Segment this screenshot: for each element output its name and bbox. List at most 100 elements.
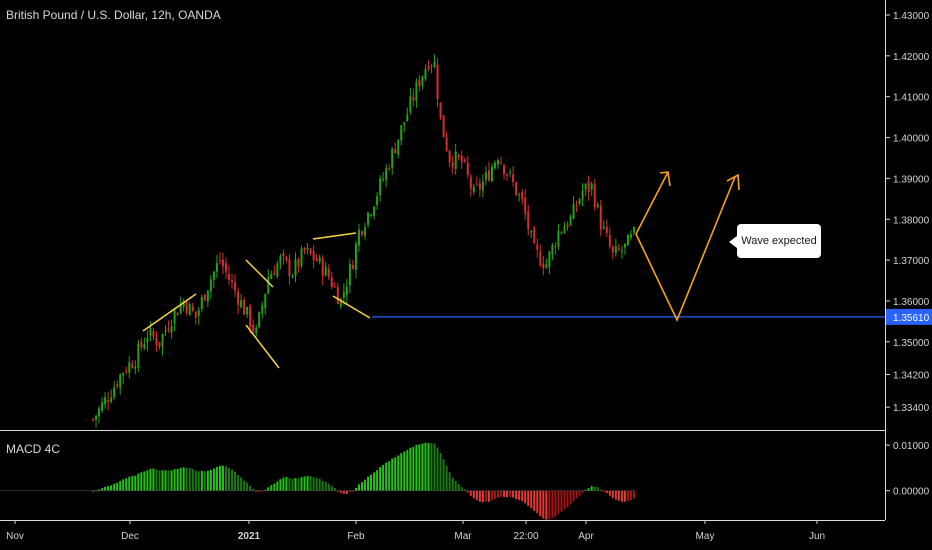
macd-bar bbox=[536, 490, 539, 514]
candle-body bbox=[224, 263, 227, 272]
macd-bar bbox=[503, 490, 506, 497]
candle-body bbox=[357, 229, 360, 246]
macd-bar bbox=[297, 478, 300, 491]
time-tick-label: Nov bbox=[6, 531, 24, 542]
candle-body bbox=[433, 61, 436, 68]
macd-bar bbox=[578, 490, 581, 496]
macd-bar bbox=[354, 487, 357, 491]
macd-tick-label: 0.00000 bbox=[893, 487, 930, 498]
macd-bar bbox=[409, 447, 412, 491]
macd-bar bbox=[128, 476, 131, 491]
candle-body bbox=[442, 115, 445, 138]
candle-body bbox=[509, 172, 512, 174]
candle-body bbox=[128, 362, 131, 373]
macd-bar bbox=[614, 490, 617, 500]
macd-bar bbox=[285, 476, 288, 491]
candle-body bbox=[578, 199, 581, 204]
macd-bar bbox=[554, 490, 557, 517]
candle-body bbox=[385, 168, 388, 180]
candle-body bbox=[140, 341, 143, 348]
macd-bar bbox=[364, 479, 367, 491]
macd-bar bbox=[92, 490, 94, 492]
macd-bar bbox=[149, 468, 152, 491]
macd-bar bbox=[460, 487, 463, 491]
macd-bar bbox=[469, 490, 472, 496]
time-tick-label: Apr bbox=[578, 531, 594, 542]
candle-body bbox=[228, 274, 231, 280]
candle-body bbox=[412, 97, 415, 101]
candle-body bbox=[409, 96, 412, 113]
candle-body bbox=[575, 205, 578, 207]
macd-bar bbox=[608, 490, 611, 496]
macd-bar bbox=[167, 470, 170, 491]
candle-body bbox=[294, 259, 297, 276]
candle-body bbox=[279, 255, 282, 264]
candle-body bbox=[542, 263, 545, 269]
macd-bar bbox=[451, 477, 454, 491]
candle-body bbox=[243, 299, 246, 315]
candle-body bbox=[623, 243, 626, 248]
price-tick-label: 1.41000 bbox=[893, 93, 930, 104]
candle-body bbox=[240, 300, 243, 308]
candle-body bbox=[602, 226, 605, 229]
candle-body bbox=[131, 364, 134, 368]
macd-bar bbox=[185, 468, 188, 491]
candle-body bbox=[212, 271, 215, 281]
macd-bar bbox=[584, 489, 587, 491]
macd-bar bbox=[273, 483, 276, 491]
candle-body bbox=[143, 344, 146, 349]
macd-bar bbox=[255, 490, 258, 492]
candle-body bbox=[158, 342, 161, 347]
candle-body bbox=[581, 190, 584, 200]
macd-bar bbox=[315, 478, 318, 491]
macd-bar bbox=[321, 480, 324, 491]
candle-body bbox=[415, 81, 418, 101]
candle-body bbox=[188, 303, 191, 316]
macd-bar bbox=[379, 467, 382, 491]
macd-bar bbox=[252, 489, 255, 491]
time-tick-label: 22:00 bbox=[513, 531, 538, 542]
candle-body bbox=[309, 248, 312, 254]
candle-body bbox=[339, 298, 342, 307]
price-tick-label: 1.33400 bbox=[893, 403, 930, 414]
candle-body bbox=[360, 231, 363, 235]
macd-bar bbox=[385, 462, 388, 491]
candle-body bbox=[267, 277, 270, 294]
macd-bar bbox=[339, 490, 342, 493]
macd-bar bbox=[158, 470, 161, 491]
candle-body bbox=[521, 191, 524, 199]
candle-body bbox=[421, 76, 424, 86]
time-tick-label: 2021 bbox=[238, 531, 261, 542]
candle-body bbox=[439, 102, 442, 119]
macd-bar bbox=[182, 467, 185, 491]
macd-bar bbox=[312, 477, 315, 491]
candle-body bbox=[273, 272, 276, 276]
candle-body bbox=[149, 327, 152, 336]
macd-bar bbox=[164, 470, 167, 491]
time-tick-label: May bbox=[696, 531, 715, 542]
time-tick-label: Dec bbox=[121, 531, 139, 542]
candle-body bbox=[584, 183, 587, 190]
price-tick-label: 1.35000 bbox=[893, 338, 930, 349]
macd-bar bbox=[388, 461, 391, 491]
candle-body bbox=[327, 268, 330, 278]
projection-wave bbox=[635, 176, 736, 322]
macd-bar bbox=[487, 490, 490, 502]
macd-bar bbox=[400, 453, 403, 491]
macd-bar bbox=[264, 489, 267, 491]
candle-body bbox=[116, 384, 119, 387]
candle-body bbox=[282, 253, 285, 257]
macd-bar bbox=[215, 466, 218, 491]
macd-bar bbox=[240, 477, 243, 491]
macd-bar bbox=[270, 485, 273, 491]
candle-body bbox=[194, 311, 197, 318]
macd-bar bbox=[370, 474, 373, 491]
macd-bar bbox=[439, 453, 442, 491]
candle-body bbox=[101, 402, 104, 411]
arrowhead bbox=[659, 171, 671, 187]
chart-title: British Pound / U.S. Dollar, 12h, OANDA bbox=[6, 8, 221, 22]
candle-body bbox=[218, 260, 221, 262]
macd-bar bbox=[620, 490, 623, 502]
macd-bar bbox=[228, 467, 231, 491]
